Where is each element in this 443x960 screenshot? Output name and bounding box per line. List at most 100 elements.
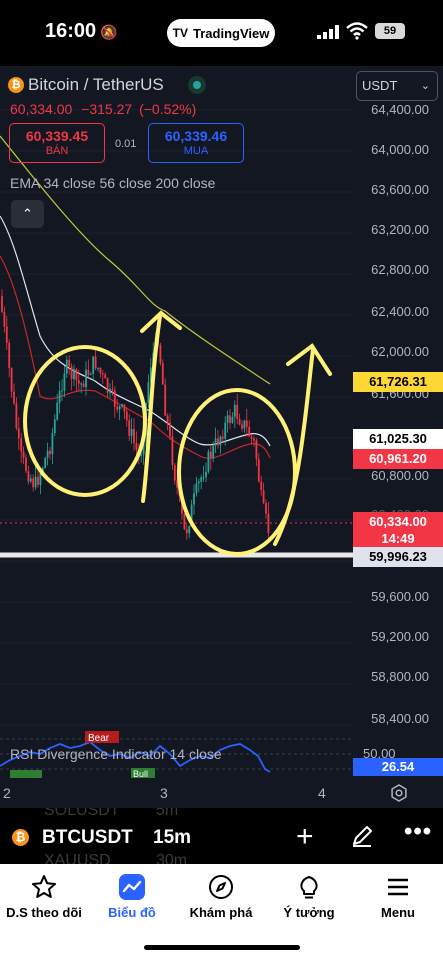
candle-body [58, 390, 61, 403]
tab-menu[interactable]: Menu [354, 872, 442, 920]
annotation-arrow-up-left [140, 310, 182, 503]
tradingview-logo-icon: TV [172, 26, 188, 40]
sell-button[interactable]: 60,339.45 BÁN [9, 123, 105, 163]
candle-body [75, 369, 78, 381]
candle-body [3, 311, 6, 327]
candle-body [224, 422, 227, 439]
candle-body [73, 369, 75, 380]
candle-body [80, 383, 83, 385]
candle-body [34, 476, 37, 488]
candle-body [205, 472, 207, 478]
more-options-icon[interactable]: ••• [404, 818, 433, 845]
symbol-header[interactable]: ₿ Bitcoin / TetherUS [8, 75, 206, 95]
tab-label: D.S theo dõi [6, 905, 82, 920]
spread-value: 0.01 [115, 138, 137, 150]
settings-gear-icon[interactable] [390, 784, 408, 802]
price-axis-label: 59,600.00 [371, 589, 429, 604]
candle-body [183, 513, 186, 530]
candle-body [197, 481, 200, 484]
tab-watchlist[interactable]: D.S theo dõi [0, 872, 88, 920]
candle-body [101, 373, 104, 375]
candle-body [63, 373, 66, 391]
candle-body [13, 391, 15, 404]
candle-body [265, 503, 267, 514]
tradingview-pill-label: TradingView [193, 25, 270, 41]
candle-body [121, 404, 123, 407]
candle-body [113, 390, 116, 407]
sell-label: BÁN [45, 145, 69, 157]
symbol-name[interactable]: BTCUSDT [42, 827, 133, 848]
candle-body [82, 383, 85, 388]
chart-area[interactable]: Bear Bull ₿ Bitcoin / TetherUS 60,334.00… [0, 66, 443, 808]
candle-body [257, 459, 260, 482]
candle-body [202, 477, 205, 479]
price-axis-label: 63,200.00 [371, 222, 429, 237]
time-axis-label: 2 [3, 785, 11, 801]
time-axis-label: 4 [318, 785, 326, 801]
candle-body [123, 404, 126, 412]
candle-body [94, 356, 97, 369]
candle-body [226, 415, 229, 423]
candle-body [207, 451, 210, 473]
chevron-down-icon: ⌄ [420, 80, 430, 92]
candle-body [15, 403, 18, 429]
price-axis-label: 59,200.00 [371, 629, 429, 644]
tradingview-pill[interactable]: TV TradingView [167, 19, 275, 47]
bottom-tab-bar: D.S theo dõi Biểu đồ Khám phá Ý tưởng [0, 864, 443, 960]
ema200-price-tag: 61,726.31 [353, 372, 443, 392]
candle-body [111, 388, 114, 391]
ema-34-line [0, 255, 271, 459]
candle-body [68, 359, 71, 367]
candle-body [250, 436, 253, 439]
candle-body [130, 428, 133, 436]
chart-canvas[interactable]: Bear Bull [0, 66, 443, 808]
drawing-pen-icon[interactable] [350, 824, 374, 848]
currency-value: USDT [362, 78, 398, 93]
candle-body [20, 438, 23, 452]
candle-body [233, 404, 236, 417]
candle-body [32, 478, 35, 488]
candle-body [92, 356, 95, 374]
rsi-bull-label: Bull [133, 769, 148, 779]
currency-select[interactable]: USDT ⌄ [356, 71, 438, 101]
time-axis-label: 3 [160, 785, 168, 801]
buy-button[interactable]: 60,339.46 MUA [148, 123, 244, 163]
candle-body [253, 438, 255, 441]
candle-body [99, 367, 102, 374]
collapse-legend-button[interactable]: ⌃ [11, 200, 44, 228]
compass-icon [209, 875, 233, 899]
add-plus-icon[interactable]: + [296, 820, 314, 853]
candle-body [44, 457, 47, 468]
candle-body [25, 457, 27, 472]
candlestick-series [1, 289, 270, 544]
rsi-level-label: 50.00 [363, 746, 396, 761]
price-axis-label: 58,400.00 [371, 711, 429, 726]
candle-body [214, 438, 217, 446]
tab-explore[interactable]: Khám phá [177, 872, 265, 920]
bar-countdown: 14:49 [381, 531, 415, 546]
candle-body [190, 504, 193, 527]
candle-body [70, 366, 73, 380]
tab-ideas[interactable]: Ý tưởng [265, 872, 353, 920]
rsi-legend[interactable]: RSI Divergence Indicator 14 close [10, 746, 222, 762]
candle-body [195, 483, 198, 494]
candle-body [135, 442, 138, 450]
candle-body [166, 415, 169, 423]
candle-body [149, 367, 152, 383]
candle-body [118, 406, 121, 410]
candle-body [185, 529, 188, 534]
candle-body [147, 382, 150, 403]
bell-muted-icon: 🔕 [100, 24, 118, 40]
candle-body [164, 384, 167, 416]
candle-body [85, 369, 87, 388]
interval-selector[interactable]: 15m [153, 827, 192, 848]
candle-body [267, 513, 270, 534]
time-axis[interactable]: 2 3 4 [0, 780, 443, 808]
price-axis-label: 58,800.00 [371, 669, 429, 684]
candle-body [212, 445, 215, 459]
last-price-tag: 60,334.00 14:49 [353, 512, 443, 548]
status-bar: 16:00 🔕 TV TradingView 59 [0, 0, 443, 66]
tab-chart[interactable]: Biểu đồ [88, 872, 176, 920]
price-axis-label: 62,800.00 [371, 262, 429, 277]
ema-legend[interactable]: EMA 34 close 56 close 200 close [10, 175, 216, 191]
